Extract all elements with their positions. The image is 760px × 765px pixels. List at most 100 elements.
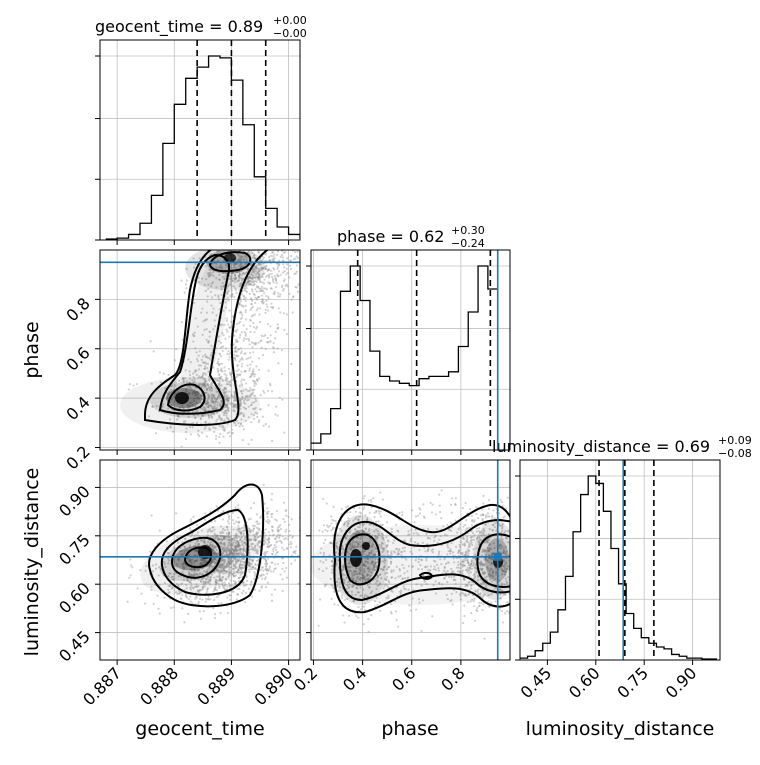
scatter-point: [173, 606, 175, 608]
scatter-point: [450, 504, 452, 506]
scatter-point: [224, 338, 226, 340]
scatter-point: [264, 334, 266, 336]
scatter-point: [223, 430, 225, 432]
scatter-point: [278, 264, 280, 266]
scatter-point: [274, 544, 276, 546]
scatter-point: [267, 323, 269, 325]
scatter-point: [264, 503, 266, 505]
scatter-point: [283, 252, 285, 254]
scatter-point: [140, 593, 142, 595]
scatter-point: [199, 598, 201, 600]
scatter-point: [243, 236, 245, 238]
scatter-point: [248, 588, 250, 590]
scatter-point: [267, 309, 269, 311]
scatter-point: [471, 524, 473, 526]
scatter-point: [475, 506, 477, 508]
scatter-point: [419, 512, 421, 514]
scatter-point: [204, 512, 206, 514]
scatter-point: [245, 592, 247, 594]
scatter-point: [214, 226, 216, 228]
scatter-point: [269, 566, 271, 568]
scatter-point: [278, 242, 280, 244]
scatter-point: [261, 298, 263, 300]
scatter-point: [305, 532, 307, 534]
scatter-point: [522, 524, 524, 526]
scatter-point: [240, 371, 242, 373]
scatter-point: [256, 513, 258, 515]
scatter-point: [370, 499, 372, 501]
scatter-point: [259, 307, 261, 309]
scatter-point: [228, 309, 230, 311]
scatter-point: [277, 527, 279, 529]
scatter-point: [439, 511, 441, 513]
scatter-point: [130, 564, 132, 566]
scatter-point: [511, 547, 513, 549]
title-phase: phase = 0.62: [337, 227, 444, 246]
scatter-point: [474, 620, 476, 622]
scatter-point: [233, 523, 235, 525]
scatter-point: [282, 562, 284, 564]
scatter-point: [246, 364, 248, 366]
scatter-point: [288, 293, 290, 295]
scatter-point: [396, 619, 398, 621]
scatter-point: [236, 329, 238, 331]
scatter-point: [126, 601, 128, 603]
scatter-point: [243, 230, 245, 232]
scatter-point: [277, 415, 279, 417]
scatter-point: [272, 548, 274, 550]
scatter-point: [265, 348, 267, 350]
scatter-point: [450, 522, 452, 524]
scatter-point: [267, 569, 269, 571]
scatter-point: [199, 237, 201, 239]
scatter-point: [277, 275, 279, 277]
scatter-point: [238, 322, 240, 324]
scatter-point: [413, 521, 415, 523]
scatter-point: [252, 368, 254, 370]
scatter-point: [268, 568, 270, 570]
scatter-point: [288, 543, 290, 545]
scatter-point: [322, 531, 324, 533]
scatter-point: [245, 338, 247, 340]
scatter-point: [511, 562, 513, 564]
scatter-point: [218, 436, 220, 438]
scatter-point: [157, 608, 159, 610]
scatter-point: [283, 312, 285, 314]
scatter-point: [294, 559, 296, 561]
scatter-point: [236, 323, 238, 325]
scatter-point: [269, 384, 271, 386]
scatter-point: [183, 621, 185, 623]
scatter-point: [238, 588, 240, 590]
scatter-point: [262, 287, 264, 289]
scatter-point: [213, 590, 215, 592]
scatter-point: [363, 606, 365, 608]
scatter-point: [522, 605, 524, 607]
scatter-point: [239, 425, 241, 427]
scatter-point: [281, 568, 283, 570]
scatter-point: [411, 509, 413, 511]
scatter-point: [224, 584, 226, 586]
scatter-point: [471, 515, 473, 517]
scatter-point: [526, 563, 528, 565]
scatter-point: [252, 284, 254, 286]
scatter-point: [228, 359, 230, 361]
scatter-point: [219, 377, 221, 379]
scatter-point: [240, 347, 242, 349]
scatter-point: [511, 525, 513, 527]
scatter-point: [261, 585, 263, 587]
scatter-point: [462, 622, 464, 624]
scatter-point: [245, 358, 247, 360]
scatter-point: [190, 433, 192, 435]
scatter-point: [237, 521, 239, 523]
scatter-point: [530, 567, 532, 569]
scatter-point: [238, 369, 240, 371]
scatter-point: [481, 508, 483, 510]
scatter-point: [286, 268, 288, 270]
scatter-point: [267, 521, 269, 523]
scatter-point: [278, 529, 280, 531]
scatter-point: [235, 331, 237, 333]
scatter-point: [185, 287, 187, 289]
y-tick-label: 0.4: [62, 393, 93, 424]
scatter-point: [263, 257, 265, 259]
scatter-point: [254, 564, 256, 566]
scatter-point: [515, 562, 517, 564]
